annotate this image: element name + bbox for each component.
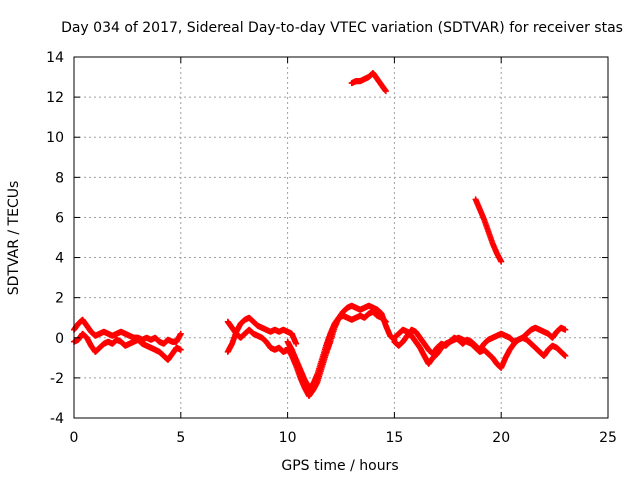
plot-border	[73, 56, 609, 419]
data-segment-3	[224, 318, 291, 355]
data-segment-6	[348, 70, 389, 95]
x-tick-label: 25	[599, 430, 617, 446]
y-tick-label: 10	[46, 130, 64, 146]
data-point	[382, 318, 389, 325]
x-axis-label: GPS time / hours	[281, 458, 398, 474]
chart-title: Day 034 of 2017, Sidereal Day-to-day VTE…	[61, 20, 623, 36]
data-segment-8	[391, 324, 569, 357]
data-point	[562, 352, 569, 359]
y-axis-label: SDTVAR / TECUs	[6, 181, 22, 296]
data-segment-2	[224, 314, 300, 355]
data-point	[382, 88, 389, 95]
x-tick-label: 10	[279, 430, 297, 446]
x-tick-label: 20	[492, 430, 510, 446]
y-tick-label: -2	[50, 371, 64, 387]
data-segment-5	[284, 308, 389, 391]
y-tick-label: 8	[55, 170, 64, 186]
data-layer	[71, 70, 569, 399]
y-tick-label: 14	[46, 50, 64, 66]
y-tick-label: 6	[55, 210, 64, 226]
y-tick-label: 2	[55, 291, 64, 307]
x-tick-label: 5	[176, 430, 185, 446]
y-tick-label: 12	[46, 90, 64, 106]
data-point	[177, 330, 184, 337]
x-tick-label: 15	[385, 430, 403, 446]
data-point	[177, 346, 184, 353]
data-point	[498, 258, 505, 265]
y-tick-label: 0	[55, 331, 64, 347]
y-tick-label: 4	[55, 251, 64, 267]
data-point	[293, 340, 300, 347]
data-segment-9	[472, 196, 505, 265]
ticks-layer: 0 5 10 15 20 25 -4 -2 0 2 4 6 8 10 12 14	[46, 50, 617, 446]
data-point	[562, 326, 569, 333]
y-tick-label: -4	[50, 411, 64, 427]
data-segment-1	[71, 330, 184, 363]
x-tick-label: 0	[70, 430, 79, 446]
grid-layer	[74, 57, 608, 418]
